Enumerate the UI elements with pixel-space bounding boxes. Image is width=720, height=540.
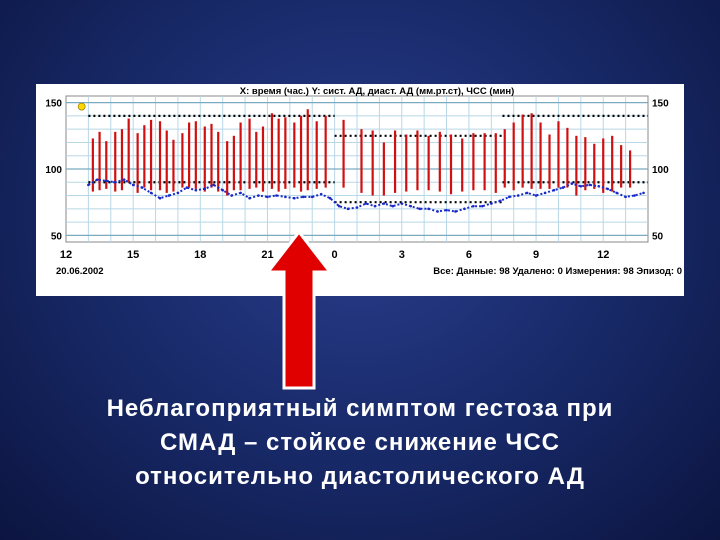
red-up-arrow-icon bbox=[266, 230, 332, 390]
x-tick-label: 6 bbox=[466, 249, 472, 261]
hr-point bbox=[364, 202, 368, 205]
hr-point bbox=[203, 187, 207, 191]
hr-point bbox=[149, 191, 153, 195]
y-tick-label-left: 150 bbox=[45, 99, 62, 110]
hr-point bbox=[418, 207, 421, 211]
hr-point bbox=[293, 196, 296, 200]
hr-point bbox=[319, 192, 323, 196]
hr-point bbox=[525, 191, 529, 195]
hr-point bbox=[400, 202, 404, 205]
x-tick-label: 18 bbox=[194, 249, 206, 261]
hr-point bbox=[221, 188, 224, 192]
hr-point bbox=[642, 191, 645, 195]
hr-point bbox=[140, 186, 144, 189]
slide-caption: Неблагоприятный симптом гестоза при СМАД… bbox=[20, 392, 700, 494]
chart-date: 20.06.2002 bbox=[56, 266, 104, 277]
hr-point bbox=[122, 178, 126, 181]
hr-point bbox=[284, 195, 287, 199]
hr-point bbox=[615, 191, 618, 195]
hr-point bbox=[445, 208, 448, 212]
hr-point bbox=[87, 183, 90, 187]
x-tick-label: 9 bbox=[533, 249, 539, 261]
x-tick-label: 12 bbox=[60, 249, 72, 261]
caption-line-2: СМАД – стойкое снижение ЧСС bbox=[159, 429, 561, 456]
abpm-chart: X: время (час.) Y: сист. АД, диаст. АД (… bbox=[45, 86, 682, 277]
hr-point bbox=[534, 194, 538, 197]
caption-line-1: Неблагоприятный симптом гестоза при bbox=[106, 395, 614, 422]
hr-point bbox=[427, 207, 430, 211]
hr-point bbox=[579, 184, 583, 188]
hr-point bbox=[481, 204, 484, 208]
y-tick-label-left: 100 bbox=[45, 165, 62, 176]
hr-point bbox=[507, 195, 511, 199]
hr-point bbox=[382, 202, 386, 205]
hr-point bbox=[266, 195, 269, 199]
hr-point bbox=[624, 195, 627, 199]
caption-line-3: относительно диастолического АД bbox=[135, 463, 585, 490]
hr-point bbox=[167, 194, 171, 197]
hr-point bbox=[275, 194, 278, 197]
hr-point bbox=[373, 204, 377, 208]
hr-series-line bbox=[87, 178, 644, 213]
y-tick-label-left: 50 bbox=[51, 231, 63, 242]
hr-point bbox=[301, 195, 305, 199]
hr-point bbox=[212, 183, 216, 187]
hr-point bbox=[409, 204, 413, 208]
abpm-chart-panel: X: время (час.) Y: сист. АД, диаст. АД (… bbox=[36, 84, 684, 296]
chart-title: X: время (час.) Y: сист. АД, диаст. АД (… bbox=[240, 86, 515, 97]
hr-point bbox=[454, 210, 457, 213]
x-tick-label: 15 bbox=[127, 249, 139, 261]
hr-point bbox=[516, 194, 520, 197]
y-tick-label-right: 100 bbox=[652, 165, 669, 176]
hr-point bbox=[597, 184, 601, 188]
hr-point bbox=[230, 194, 233, 197]
hr-point bbox=[436, 210, 439, 213]
x-tick-label: 0 bbox=[332, 249, 338, 261]
hr-point bbox=[96, 178, 99, 181]
hr-point bbox=[176, 191, 180, 195]
hr-point bbox=[498, 199, 502, 203]
hr-point bbox=[543, 191, 547, 195]
hr-point bbox=[391, 204, 395, 208]
hr-point bbox=[490, 202, 493, 205]
hr-point bbox=[257, 194, 260, 197]
chart-footer: Все: Данные: 98 Удалено: 0 Измерения: 98… bbox=[433, 266, 682, 277]
hr-point bbox=[104, 179, 108, 183]
y-tick-label-right: 50 bbox=[652, 231, 664, 242]
hr-point bbox=[158, 196, 162, 200]
hr-point bbox=[355, 206, 359, 209]
hr-point bbox=[194, 188, 198, 192]
marker-dot bbox=[77, 102, 86, 111]
x-tick-label: 12 bbox=[597, 249, 609, 261]
y-tick-label-right: 150 bbox=[652, 99, 669, 110]
hr-point bbox=[185, 186, 189, 189]
hr-point bbox=[552, 188, 556, 192]
hr-point bbox=[633, 194, 636, 197]
hr-point bbox=[337, 204, 341, 208]
x-tick-label: 21 bbox=[261, 249, 273, 261]
hr-point bbox=[310, 195, 314, 199]
hr-point bbox=[248, 196, 251, 200]
hr-point bbox=[588, 183, 592, 187]
hr-point bbox=[561, 186, 565, 189]
hr-point bbox=[131, 183, 135, 187]
hr-point bbox=[328, 196, 332, 200]
hr-point bbox=[606, 187, 610, 191]
hr-point bbox=[113, 180, 117, 184]
x-tick-label: 3 bbox=[399, 249, 405, 261]
hr-point bbox=[472, 204, 475, 208]
hr-point bbox=[570, 182, 574, 185]
hr-point bbox=[239, 191, 242, 195]
hr-point bbox=[463, 207, 466, 211]
hr-point bbox=[346, 207, 350, 211]
